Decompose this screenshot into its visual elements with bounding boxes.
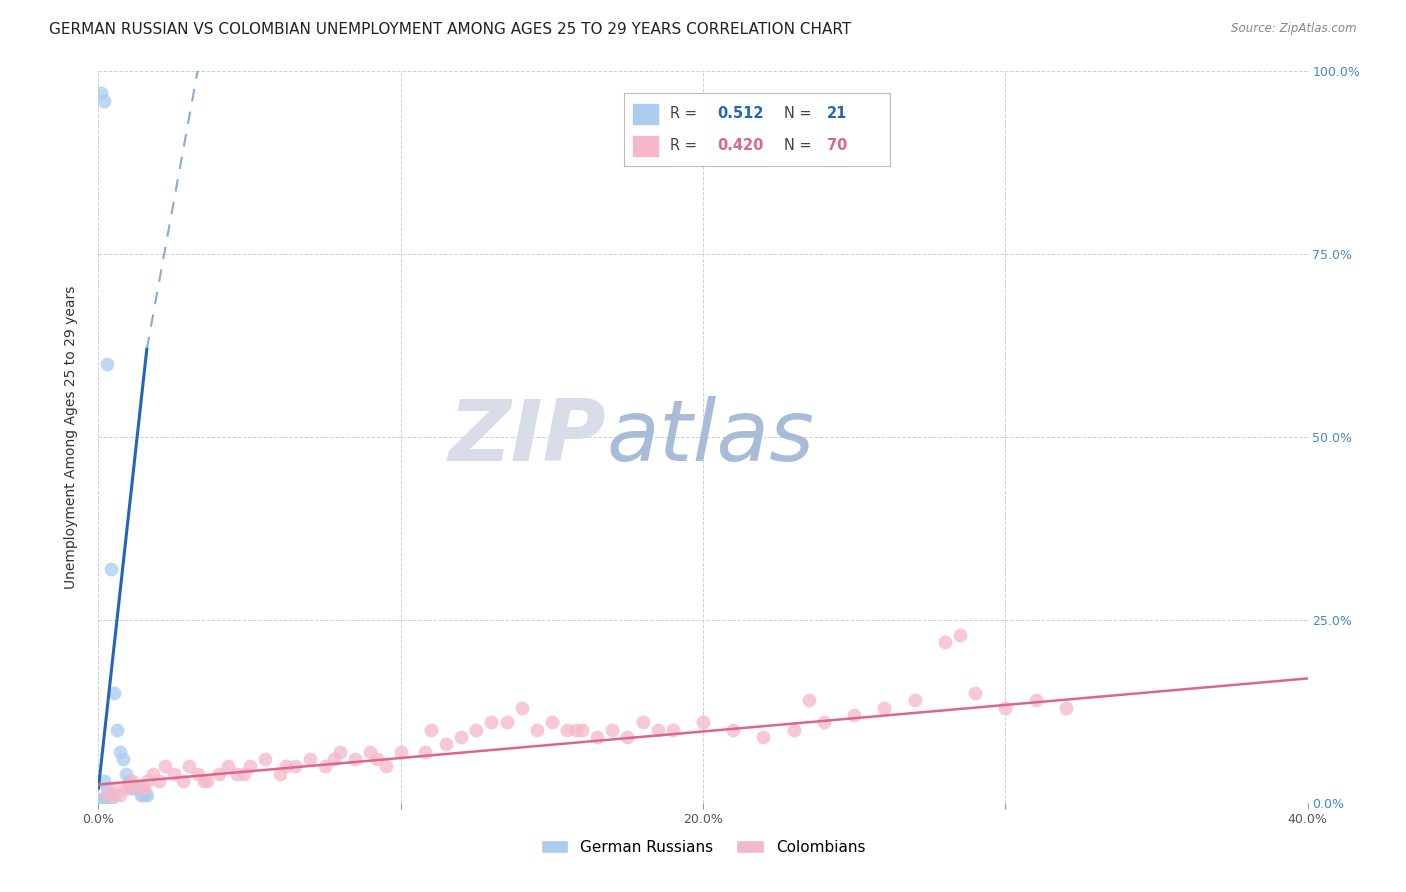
Point — [96, 357, 118, 371]
Text: ZIP: ZIP — [449, 395, 606, 479]
Point — [93, 94, 115, 108]
Point — [142, 766, 165, 780]
Y-axis label: Unemployment Among Ages 25 to 29 years: Unemployment Among Ages 25 to 29 years — [63, 285, 77, 589]
Point — [481, 715, 503, 730]
Point — [108, 789, 131, 803]
Point — [284, 759, 307, 773]
Point — [661, 723, 683, 737]
Point — [723, 723, 745, 737]
Point — [586, 730, 609, 744]
Point — [114, 781, 136, 796]
Point — [100, 792, 122, 806]
Point — [193, 773, 215, 788]
Point — [90, 87, 112, 101]
Point — [135, 789, 157, 803]
Point — [450, 730, 472, 744]
Point — [813, 715, 835, 730]
Point — [647, 723, 669, 737]
Point — [253, 752, 276, 766]
Point — [329, 745, 352, 759]
Point — [187, 766, 209, 780]
Point — [510, 700, 533, 714]
Point — [797, 693, 820, 707]
Point — [323, 752, 346, 766]
Point — [103, 686, 125, 700]
Point — [127, 781, 149, 796]
Point — [434, 737, 457, 751]
Point — [465, 723, 488, 737]
Text: Source: ZipAtlas.com: Source: ZipAtlas.com — [1232, 22, 1357, 36]
Legend: German Russians, Colombians: German Russians, Colombians — [534, 834, 872, 861]
Point — [965, 686, 987, 700]
Point — [103, 789, 125, 803]
Point — [540, 715, 562, 730]
Point — [226, 766, 249, 780]
Point — [217, 759, 239, 773]
Point — [389, 745, 412, 759]
Point — [360, 745, 382, 759]
Point — [135, 773, 157, 788]
Point — [108, 745, 131, 759]
Point — [631, 715, 654, 730]
Point — [413, 745, 436, 759]
Point — [314, 759, 336, 773]
Point — [100, 562, 122, 576]
Point — [692, 715, 714, 730]
Point — [208, 766, 231, 780]
Point — [195, 773, 218, 788]
Point — [949, 627, 972, 641]
Point — [752, 730, 775, 744]
Point — [555, 723, 578, 737]
Point — [602, 723, 624, 737]
Point — [1024, 693, 1046, 707]
Point — [148, 773, 170, 788]
Point — [129, 781, 152, 796]
Point — [111, 752, 134, 766]
Point — [103, 781, 125, 796]
Point — [163, 766, 186, 780]
Point — [495, 715, 517, 730]
Point — [93, 773, 115, 788]
Point — [232, 766, 254, 780]
Point — [172, 773, 194, 788]
Point — [374, 759, 396, 773]
Point — [616, 730, 638, 744]
Point — [873, 700, 896, 714]
Point — [124, 781, 146, 796]
Point — [994, 700, 1017, 714]
Point — [274, 759, 297, 773]
Point — [934, 635, 956, 649]
Point — [299, 752, 322, 766]
Point — [844, 708, 866, 723]
Text: atlas: atlas — [606, 395, 814, 479]
Point — [571, 723, 593, 737]
Point — [179, 759, 201, 773]
Point — [129, 789, 152, 803]
Point — [783, 723, 806, 737]
Point — [105, 723, 128, 737]
Point — [366, 752, 388, 766]
Point — [526, 723, 548, 737]
Point — [132, 781, 155, 796]
Text: GERMAN RUSSIAN VS COLOMBIAN UNEMPLOYMENT AMONG AGES 25 TO 29 YEARS CORRELATION C: GERMAN RUSSIAN VS COLOMBIAN UNEMPLOYMENT… — [49, 22, 852, 37]
Point — [96, 781, 118, 796]
Point — [121, 781, 143, 796]
Point — [565, 723, 588, 737]
Point — [132, 789, 155, 803]
Point — [153, 759, 176, 773]
Point — [96, 789, 118, 803]
Point — [118, 781, 141, 796]
Point — [118, 773, 141, 788]
Point — [904, 693, 927, 707]
Point — [239, 759, 262, 773]
Point — [90, 792, 112, 806]
Point — [1054, 700, 1077, 714]
Point — [121, 773, 143, 788]
Point — [114, 766, 136, 780]
Point — [344, 752, 367, 766]
Point — [420, 723, 443, 737]
Point — [93, 792, 115, 806]
Point — [269, 766, 291, 780]
